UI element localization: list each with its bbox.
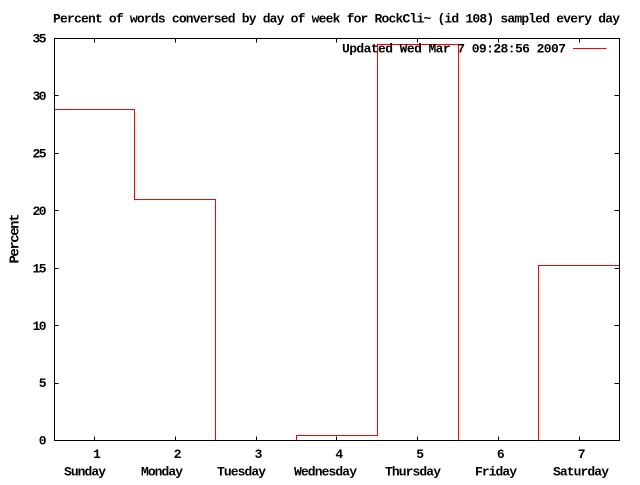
svg-text:Updated Wed Mar 7 09:28:56 20: Updated Wed Mar 7 09:28:56 2007 bbox=[342, 41, 566, 56]
svg-text:10: 10 bbox=[33, 319, 47, 334]
svg-text:Monday: Monday bbox=[141, 464, 183, 479]
svg-text:1: 1 bbox=[93, 447, 101, 462]
svg-text:Tuesday: Tuesday bbox=[217, 464, 266, 479]
svg-text:Wednesday: Wednesday bbox=[294, 464, 357, 479]
svg-text:15: 15 bbox=[33, 261, 47, 276]
svg-text:3: 3 bbox=[255, 447, 263, 462]
svg-text:4: 4 bbox=[335, 447, 343, 462]
svg-text:Thursday: Thursday bbox=[385, 464, 441, 479]
svg-text:Percent: Percent bbox=[8, 214, 24, 264]
svg-text:Sunday: Sunday bbox=[64, 464, 106, 479]
svg-text:7: 7 bbox=[578, 447, 586, 462]
svg-text:Percent of words conversed by: Percent of words conversed by day of wee… bbox=[53, 12, 620, 27]
svg-text:Saturday: Saturday bbox=[553, 464, 609, 479]
svg-text:0: 0 bbox=[39, 434, 47, 449]
svg-text:25: 25 bbox=[33, 147, 47, 162]
svg-text:30: 30 bbox=[33, 89, 47, 104]
svg-text:Friday: Friday bbox=[475, 464, 517, 479]
svg-text:6: 6 bbox=[497, 447, 505, 462]
svg-text:2: 2 bbox=[174, 447, 182, 462]
svg-text:20: 20 bbox=[33, 204, 47, 219]
svg-text:35: 35 bbox=[33, 32, 47, 47]
svg-text:5: 5 bbox=[39, 376, 47, 391]
svg-text:5: 5 bbox=[416, 447, 424, 462]
